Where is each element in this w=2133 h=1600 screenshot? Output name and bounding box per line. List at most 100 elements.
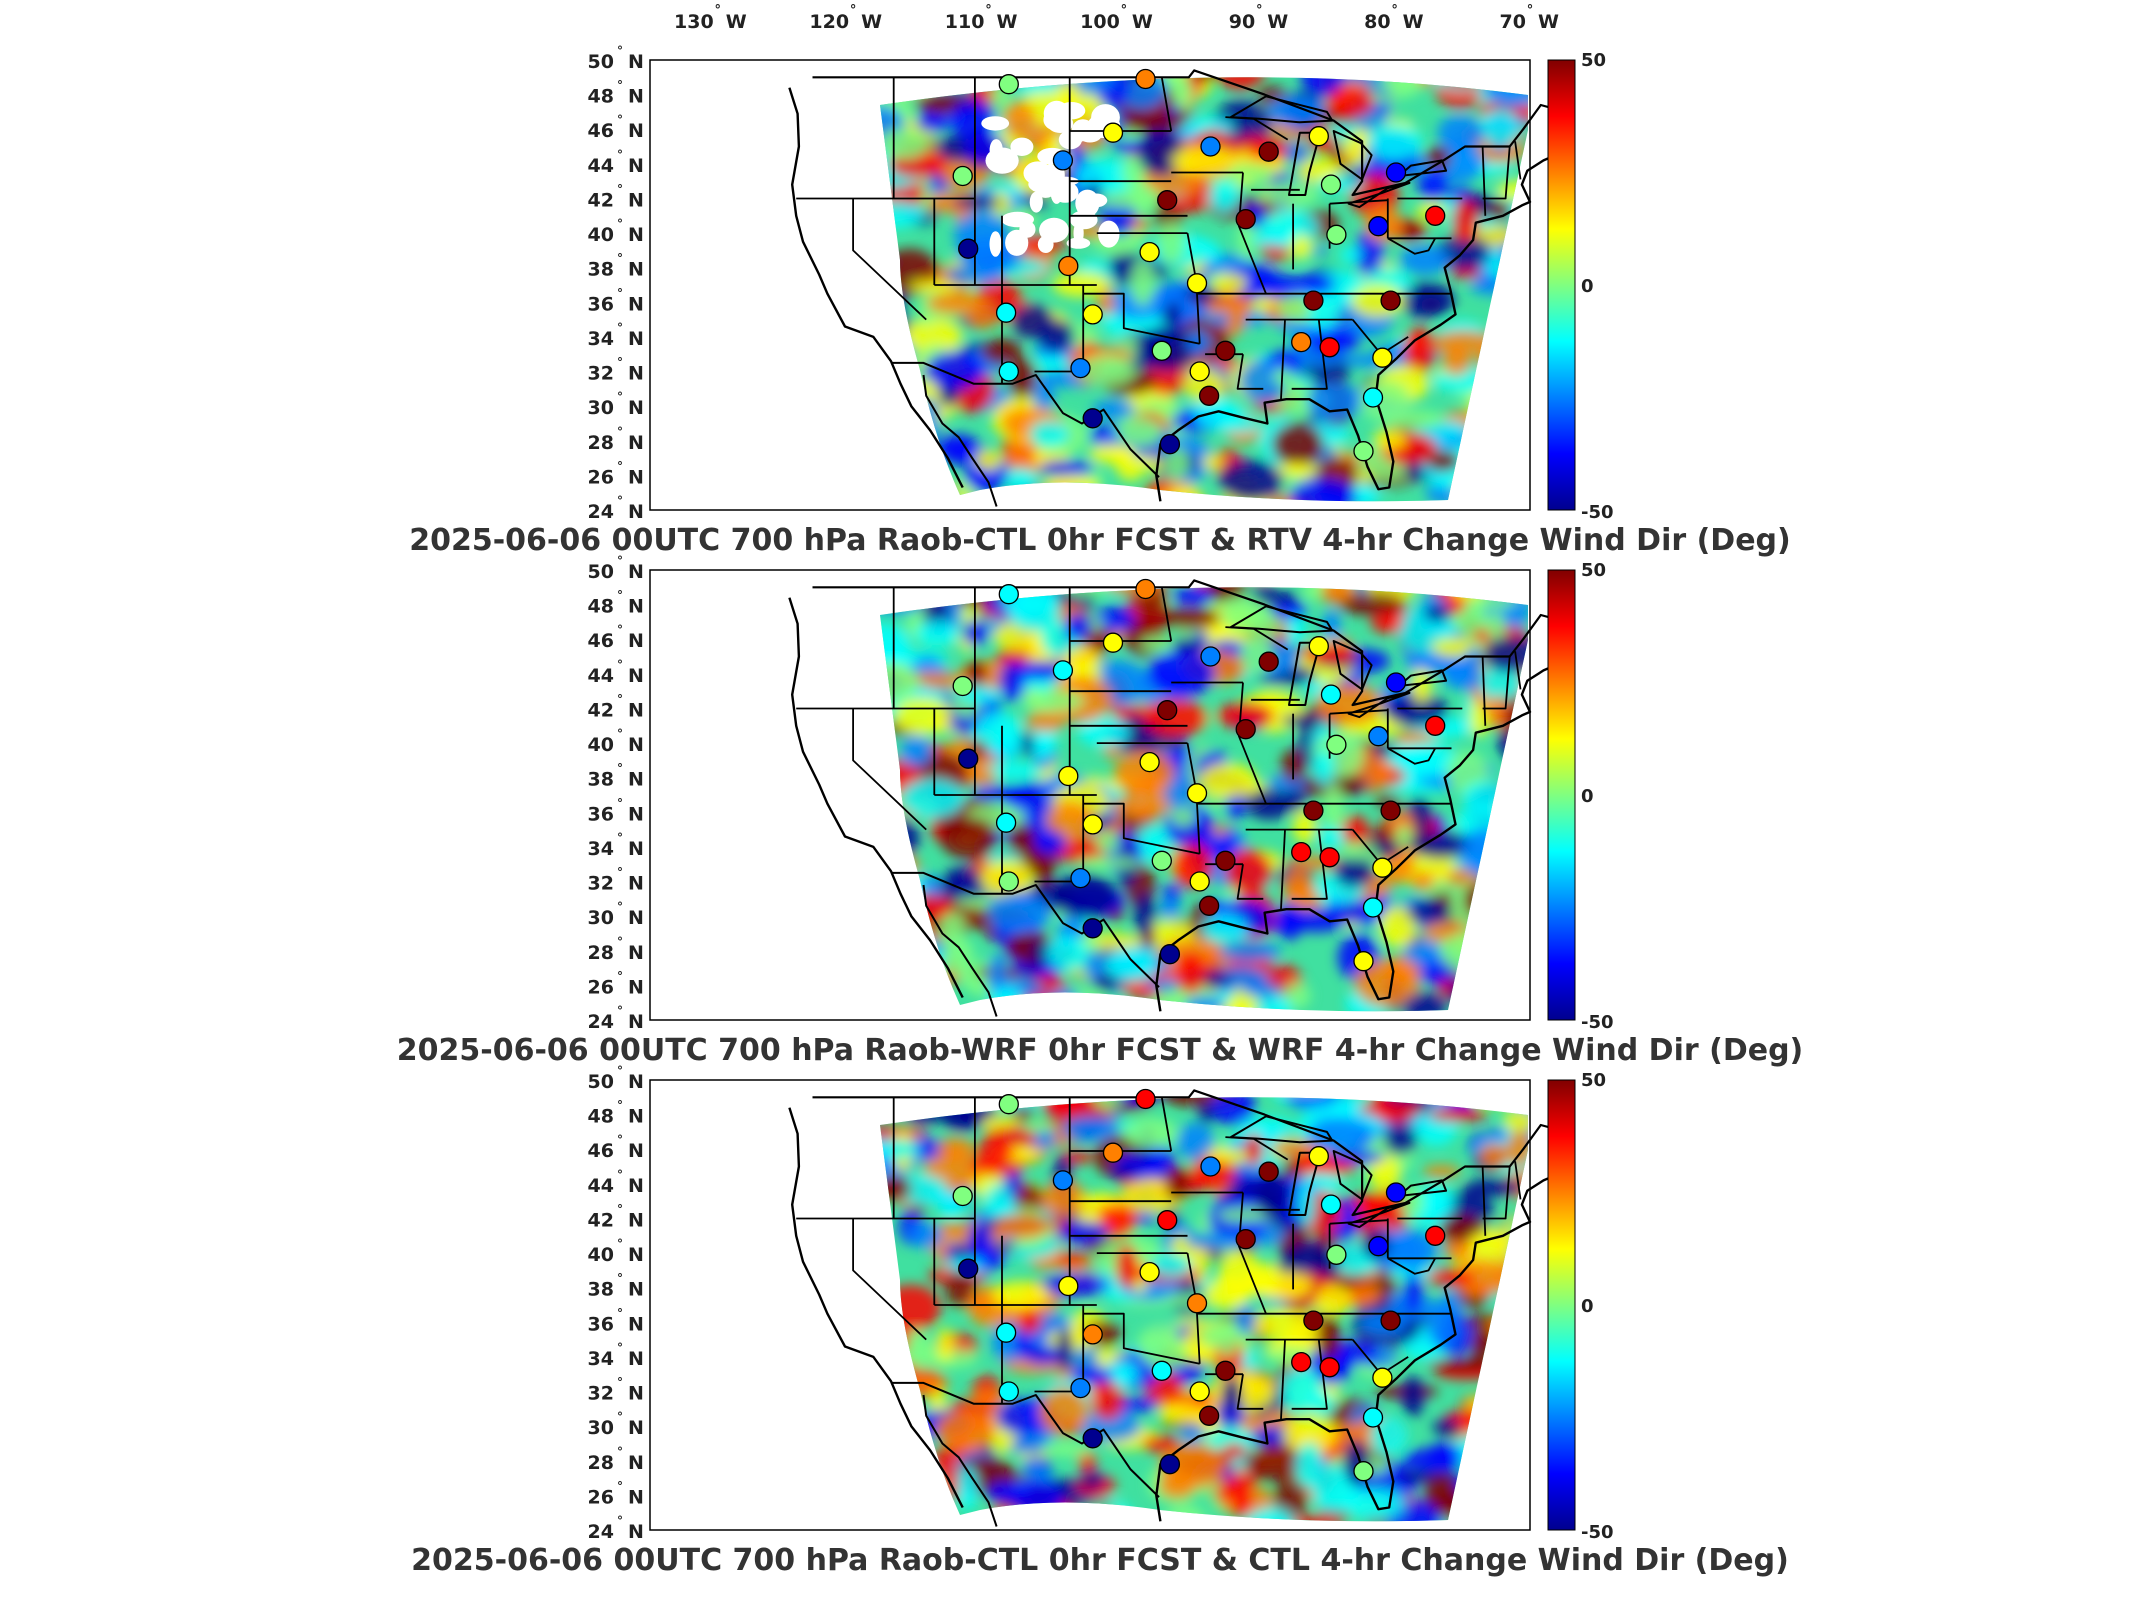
svg-text:°: ° bbox=[617, 762, 623, 776]
lat-label: 42 bbox=[588, 700, 614, 722]
raob-station-marker bbox=[1198, 895, 1220, 916]
svg-text:°: ° bbox=[617, 1203, 623, 1217]
raob-station-marker bbox=[1308, 1146, 1329, 1167]
raob-station-marker bbox=[1102, 632, 1124, 653]
raob-station-marker bbox=[1070, 357, 1091, 379]
lat-label: 50 bbox=[588, 51, 614, 73]
longitude-labels: 130°W 120°W 110°W 100°W 90°W 80°W 70°W bbox=[674, 3, 1559, 33]
raob-station-marker bbox=[1308, 126, 1329, 147]
svg-text:N: N bbox=[628, 630, 644, 652]
raob-station-marker bbox=[1102, 122, 1124, 143]
lat-label: 42 bbox=[588, 1210, 614, 1232]
svg-text:N: N bbox=[628, 1244, 644, 1266]
svg-text:°: ° bbox=[617, 1479, 623, 1493]
svg-text:°: ° bbox=[617, 866, 623, 880]
raob-station-marker bbox=[1326, 1244, 1347, 1265]
raob-station-marker bbox=[1058, 1275, 1079, 1297]
raob-stations bbox=[952, 1088, 1446, 1482]
raob-station-marker bbox=[1291, 1351, 1312, 1373]
svg-text:W: W bbox=[1132, 11, 1153, 33]
raob-station-marker bbox=[1058, 765, 1079, 787]
lon-label: 90° W bbox=[1229, 3, 1288, 33]
svg-text:°: ° bbox=[617, 79, 623, 93]
raob-station-marker bbox=[1372, 1367, 1393, 1388]
raob-station-marker bbox=[1235, 719, 1256, 740]
svg-text:°: ° bbox=[617, 148, 623, 162]
raob-station-marker bbox=[1353, 1461, 1374, 1482]
svg-text:°: ° bbox=[617, 183, 623, 197]
svg-text:°: ° bbox=[617, 969, 623, 983]
lat-label: 50 bbox=[588, 561, 614, 583]
colorbar: 50 0 -50 bbox=[1547, 1070, 1614, 1543]
map-border bbox=[649, 569, 1531, 1021]
raob-station-marker bbox=[1052, 660, 1074, 681]
colorbar-tick-label: -50 bbox=[1581, 502, 1614, 523]
raob-station-marker bbox=[1353, 441, 1374, 462]
svg-text:120: 120 bbox=[809, 11, 849, 33]
lat-label: 24 bbox=[588, 501, 614, 523]
raob-station-marker bbox=[1326, 734, 1347, 755]
raob-station-marker bbox=[1186, 273, 1208, 294]
lat-label: 46 bbox=[588, 120, 614, 142]
raob-station-marker bbox=[1303, 290, 1324, 311]
raob-station-marker bbox=[1380, 1310, 1401, 1331]
raob-station-marker bbox=[1326, 224, 1347, 245]
raob-station-marker bbox=[1308, 636, 1329, 657]
svg-text:°: ° bbox=[617, 356, 623, 370]
svg-text:N: N bbox=[628, 665, 644, 687]
raob-station-marker bbox=[1319, 847, 1340, 868]
lat-label: 28 bbox=[588, 1452, 614, 1474]
lat-label: 40 bbox=[588, 1244, 614, 1266]
svg-text:°: ° bbox=[617, 1237, 623, 1251]
svg-text:°: ° bbox=[617, 217, 623, 231]
svg-text:N: N bbox=[628, 1521, 644, 1543]
svg-text:°: ° bbox=[617, 900, 623, 914]
lat-label: 34 bbox=[588, 328, 614, 350]
raob-station-marker bbox=[998, 584, 1019, 605]
svg-text:N: N bbox=[628, 190, 644, 212]
raob-stations bbox=[952, 68, 1446, 462]
svg-text:N: N bbox=[628, 501, 644, 523]
svg-text:N: N bbox=[628, 873, 644, 895]
lat-label: 24 bbox=[588, 1521, 614, 1543]
colorbar-tick-label: 50 bbox=[1581, 560, 1606, 581]
lat-label: 44 bbox=[588, 155, 614, 177]
svg-text:°: ° bbox=[1256, 3, 1263, 18]
lat-label: 36 bbox=[588, 803, 614, 825]
map-border bbox=[649, 59, 1531, 511]
svg-text:W: W bbox=[726, 11, 747, 33]
svg-text:°: ° bbox=[617, 693, 623, 707]
raob-station-marker bbox=[1157, 700, 1178, 721]
svg-text:N: N bbox=[628, 224, 644, 246]
svg-text:90: 90 bbox=[1229, 11, 1255, 33]
svg-text:N: N bbox=[628, 596, 644, 618]
colorbar: 50 0 -50 bbox=[1547, 50, 1614, 523]
raob-station-marker bbox=[1380, 800, 1401, 821]
raob-station-marker bbox=[1200, 1156, 1221, 1177]
svg-text:°: ° bbox=[617, 286, 623, 300]
svg-text:°: ° bbox=[617, 589, 623, 603]
lat-label: 34 bbox=[588, 1348, 614, 1370]
lat-label: 36 bbox=[588, 293, 614, 315]
raob-station-marker bbox=[1157, 1210, 1178, 1231]
svg-text:N: N bbox=[628, 259, 644, 281]
svg-text:N: N bbox=[628, 1011, 644, 1033]
raob-station-marker bbox=[1151, 340, 1172, 361]
map-panel: 50 ° N48 ° N46 ° N44 ° N42 ° N40 ° N38 ° N36 ° N34 ° N32 ° N… bbox=[409, 44, 1791, 558]
raob-station-marker bbox=[1052, 150, 1074, 171]
lat-label: 48 bbox=[588, 596, 614, 618]
lat-label: 28 bbox=[588, 432, 614, 454]
raob-station-marker bbox=[1159, 434, 1181, 455]
raob-station-marker bbox=[1058, 255, 1079, 277]
svg-text:N: N bbox=[628, 700, 644, 722]
lon-label: 120° W bbox=[809, 3, 882, 33]
colorbar-tick-label: 50 bbox=[1581, 50, 1606, 71]
raob-station-marker bbox=[1082, 304, 1103, 325]
svg-text:°: ° bbox=[617, 1099, 623, 1113]
svg-text:°: ° bbox=[1527, 3, 1534, 18]
svg-text:°: ° bbox=[617, 1064, 623, 1078]
raob-station-marker bbox=[1235, 209, 1256, 230]
raob-station-marker bbox=[958, 748, 979, 769]
raob-station-marker bbox=[1385, 1182, 1407, 1203]
svg-text:°: ° bbox=[617, 44, 623, 58]
